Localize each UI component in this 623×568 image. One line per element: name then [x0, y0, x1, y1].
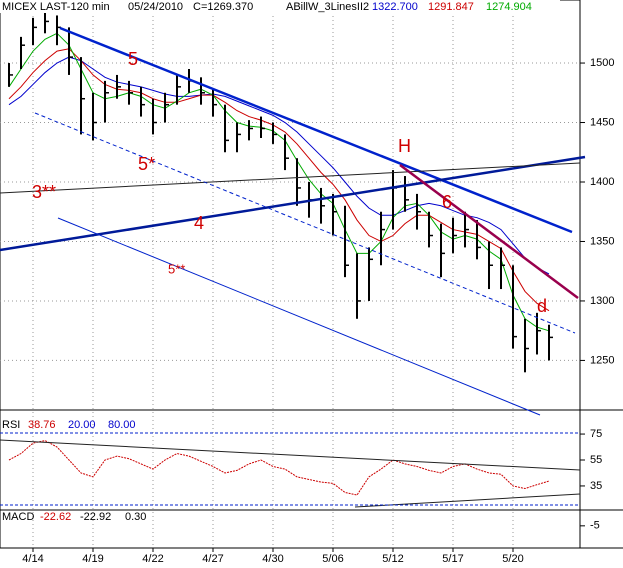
x-tick-label: 4/27 — [202, 553, 223, 565]
moving-average — [8, 56, 550, 275]
x-tick-label: 5/06 — [322, 553, 343, 565]
y-tick-label: 1250 — [590, 354, 614, 366]
annotation: 3** — [32, 182, 56, 202]
x-tick-label: 4/19 — [82, 553, 103, 565]
x-tick-label: 5/17 — [442, 553, 463, 565]
ma-label: 1274.904 — [486, 1, 532, 13]
x-tick-label: 4/22 — [142, 553, 163, 565]
y-tick-label: 75 — [590, 428, 602, 440]
title: MICEX LAST-120 min — [2, 1, 110, 13]
study: ABillW_3LinesII2 — [286, 1, 369, 13]
x-tick-label: 4/30 — [262, 553, 283, 565]
annotation: 5 — [128, 49, 138, 69]
macd-label: -22.92 — [80, 511, 111, 523]
y-tick-label: 35 — [590, 480, 602, 492]
annotation: H — [398, 136, 411, 156]
annotation: 5** — [168, 261, 185, 276]
x-tick-label: 4/14 — [22, 553, 43, 565]
rsi-label: 80.00 — [108, 419, 136, 431]
y-tick-label: 1400 — [590, 176, 614, 188]
moving-average — [8, 32, 550, 332]
macd-label: -22.62 — [40, 511, 71, 523]
rsi-label: 20.00 — [68, 419, 96, 431]
y-tick-label: 55 — [590, 454, 602, 466]
annotation: d — [537, 296, 547, 316]
y-tick-label: 1300 — [590, 295, 614, 307]
rsi-line — [8, 440, 550, 496]
header-bg — [0, 0, 560, 13]
y-tick-label: 1500 — [590, 57, 614, 69]
close: C=1269.370 — [193, 1, 253, 13]
y-tick-label: 1350 — [590, 235, 614, 247]
macd-name: MACD — [2, 511, 34, 523]
annotation: 4 — [194, 213, 204, 233]
y-tick-label: 1450 — [590, 116, 614, 128]
ma-label: 1322.700 — [372, 1, 418, 13]
trendlines — [0, 26, 586, 508]
rsi-label: 38.76 — [28, 419, 56, 431]
rsi-name: RSI — [2, 419, 20, 431]
x-tick-label: 5/12 — [382, 553, 403, 565]
ma-label: 1291.847 — [428, 1, 474, 13]
date: 05/24/2010 — [128, 1, 183, 13]
annotation: 6 — [442, 192, 452, 212]
annotation: 5* — [138, 154, 155, 174]
x-tick-label: 5/20 — [502, 553, 523, 565]
y-tick-label: -5 — [590, 520, 600, 532]
moving-average — [8, 48, 550, 312]
macd-label: 0.30 — [125, 511, 146, 523]
